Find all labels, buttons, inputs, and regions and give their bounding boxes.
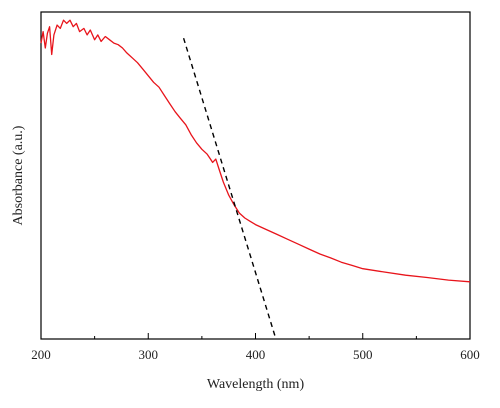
x-tick-label: 600 bbox=[460, 347, 480, 362]
x-tick-label: 200 bbox=[31, 347, 51, 362]
tangent-dashed-line bbox=[182, 37, 277, 340]
plot-frame bbox=[40, 11, 471, 340]
x-tick-label: 400 bbox=[246, 347, 266, 362]
series-layer bbox=[40, 19, 471, 340]
y-axis-title: Absorbance (a.u.) bbox=[11, 125, 26, 225]
absorbance-curve bbox=[40, 19, 471, 283]
x-axis-title: Wavelength (nm) bbox=[207, 377, 305, 392]
x-tick-label: 500 bbox=[353, 347, 373, 362]
x-tick-label: 300 bbox=[139, 347, 159, 362]
x-axis-ticks: 200 300 400 500 600 bbox=[31, 333, 480, 362]
